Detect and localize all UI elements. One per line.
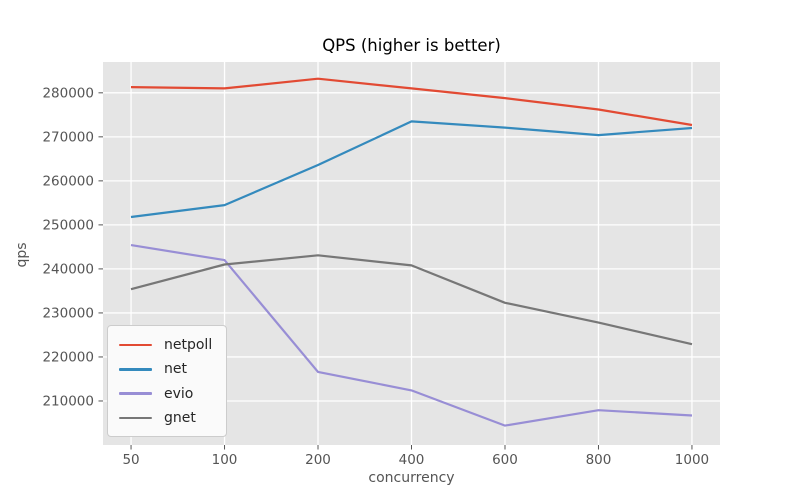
series-line-net xyxy=(130,120,693,219)
chart-title: QPS (higher is better) xyxy=(322,36,501,55)
series-line-gnet xyxy=(130,254,693,346)
y-tick-label: 260000 xyxy=(42,174,94,190)
y-tick-label: 230000 xyxy=(42,306,94,322)
legend-line-swatch-netpoll xyxy=(119,343,152,347)
y-tick-label: 220000 xyxy=(42,350,94,366)
x-tick-label: 50 xyxy=(122,452,139,468)
legend-line-swatch-evio xyxy=(119,392,152,395)
legend-label: netpoll xyxy=(164,337,213,353)
y-axis-label: qps xyxy=(14,242,30,268)
x-tick-label: 800 xyxy=(586,452,612,468)
series-line-evio xyxy=(130,244,693,427)
legend-label: evio xyxy=(164,385,194,402)
x-tick-label: 100 xyxy=(212,452,238,468)
x-tick-label: 200 xyxy=(305,452,331,468)
legend: netpoll net evio gnet xyxy=(107,325,227,437)
x-tick-label: 400 xyxy=(399,452,425,468)
x-tick-label: 600 xyxy=(492,452,518,468)
legend-item-net: net xyxy=(119,357,216,381)
y-tick-label: 210000 xyxy=(42,394,94,410)
legend-item-gnet: gnet xyxy=(119,406,216,430)
y-tick-label: 240000 xyxy=(42,262,94,278)
y-tick-label: 270000 xyxy=(42,130,94,146)
legend-item-evio: evio xyxy=(119,382,216,406)
y-tick-label: 250000 xyxy=(42,218,94,234)
legend-line-swatch-net xyxy=(119,368,152,371)
y-tick-label: 280000 xyxy=(42,86,94,102)
legend-label: net xyxy=(164,361,187,378)
legend-line-swatch-gnet xyxy=(119,416,152,420)
series-line-netpoll xyxy=(130,77,693,127)
x-tick-label: 1000 xyxy=(675,452,709,468)
x-axis-label: concurrency xyxy=(368,470,455,486)
legend-label: gnet xyxy=(164,409,196,426)
legend-item-netpoll: netpoll xyxy=(119,333,216,357)
